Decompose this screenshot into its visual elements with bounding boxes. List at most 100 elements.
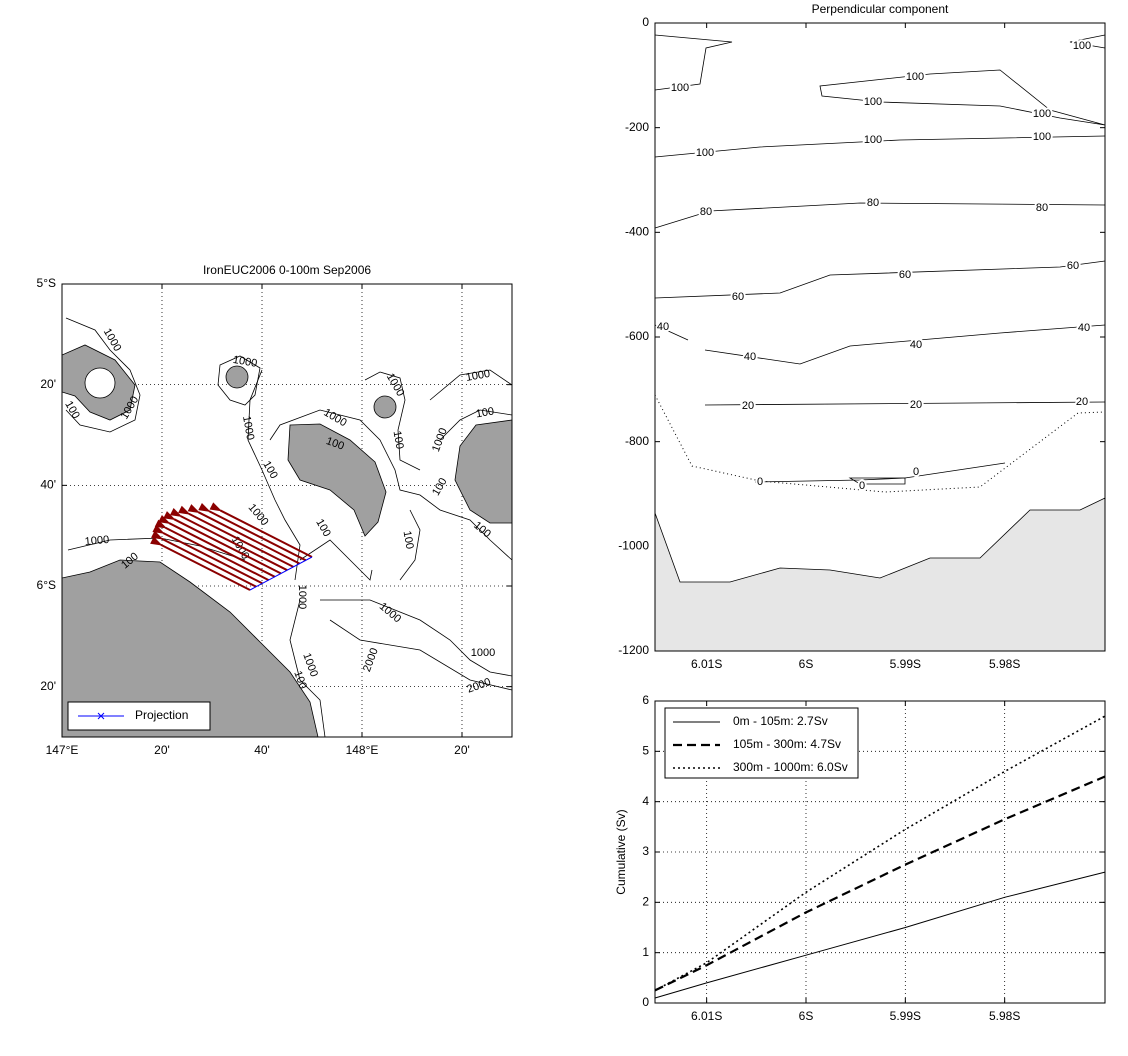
contour-label: 100 [906,71,924,83]
contour-line [65,317,141,433]
contour-label: 40 [744,351,756,363]
contour-label: 100 [324,435,345,453]
contour-label: 40 [1078,322,1090,334]
legend-label: 300m - 1000m: 6.0Sv [733,760,848,774]
y-tick-label: 6 [642,693,649,707]
contour-label: 40 [657,321,669,333]
arrow-head [178,505,191,515]
contour-line [704,401,1106,406]
contour-line [654,324,689,341]
contour-line [364,371,421,471]
contour-line [299,539,373,581]
contour-label: 100 [1033,108,1051,120]
contour-label: 0 [757,476,763,488]
legend-label: 0m - 105m: 2.7Sv [733,714,828,728]
arrow-head [187,504,201,514]
y-tick-label: 5 [642,744,649,758]
legend-marker [97,712,105,720]
x-tick-label: 147°E [46,743,79,757]
arrow-head [209,502,223,512]
y-tick-label: 4 [642,794,649,808]
contour-line [247,369,301,581]
contour-line [848,477,906,485]
arrow-head [198,503,211,513]
lake [84,367,116,399]
contour-line [654,34,733,91]
x-tick-label: 148°E [346,743,379,757]
arrow-head [151,530,164,540]
x-tick-label: 5.98S [989,657,1020,671]
contour-label: 20 [742,400,754,412]
y-tick-label: -1000 [618,539,649,553]
velocity-arrow [173,518,282,575]
land [287,423,387,537]
arrow-head [150,536,163,546]
land [62,559,319,737]
contour-label: 100 [475,405,495,420]
axes-frame [654,700,1106,1004]
velocity-arrow [208,510,307,562]
contour-line [654,135,1106,158]
contour-line [1069,34,1106,49]
y-tick-label: 2 [642,895,649,909]
velocity-arrow [161,537,257,588]
legend-box [664,707,859,779]
velocity-arrow [160,543,251,591]
velocity-arrow [180,515,288,572]
contour-line [320,599,512,677]
y-tick-label: 6°S [37,578,56,592]
axes-frame [654,22,1106,652]
x-tick-label: 5.99S [890,657,921,671]
contour-line [819,69,1106,126]
contour-line [654,202,1106,229]
contour-label: 80 [867,197,879,209]
contour-label: 1000 [84,534,109,548]
projection-line [249,556,313,591]
x-tick-label: 5.98S [989,1009,1020,1023]
chart-title: IronEUC2006 0-100m Sep2006 [203,263,371,277]
contour-label: 0 [913,466,919,478]
x-tick-label: 20' [154,743,170,757]
y-tick-label: -400 [625,225,649,239]
contour-label: 100 [291,669,309,690]
contour-line [429,369,512,401]
legend-label: Projection [135,708,188,722]
contour-line [269,409,512,561]
contour-label: 0 [859,480,865,492]
contour-label: 100 [1073,40,1091,52]
velocity-arrow [168,522,276,578]
contour-label: 1000 [471,647,495,659]
zero-line [654,394,1106,493]
contour-label: 20 [1076,396,1088,408]
land [373,395,397,419]
contour-label: 80 [700,206,712,218]
x-tick-label: 6.01S [691,1009,722,1023]
x-tick-label: 6.01S [691,657,722,671]
y-tick-label: 1 [642,945,649,959]
y-tick-label: 20' [40,679,56,693]
chart-title: Perpendicular component [812,2,949,16]
y-tick-label: 3 [642,844,649,858]
y-axis-label: Cumulative (Sv) [614,809,628,894]
velocity-arrow [219,509,313,558]
series-line [654,775,1106,992]
contour-label: 100 [391,430,406,450]
contour-label: 1000 [465,368,491,384]
contour-line [399,509,421,581]
y-tick-label: 0 [642,995,649,1009]
contour-label: 20 [910,399,922,411]
velocity-arrow [188,512,294,568]
series-line [654,871,1106,999]
contour-label: 100 [1033,131,1051,143]
velocity-arrow [162,532,263,585]
contour-line [654,260,1106,299]
land [225,365,249,389]
contour-label: 60 [1067,260,1079,272]
arrow-head [152,524,165,534]
contour-label: 100 [864,134,882,146]
legend-label: 105m - 300m: 4.7Sv [733,737,841,751]
contour-line [289,599,326,737]
contour-label: 80 [1036,202,1048,214]
contour-label: 40 [910,339,922,351]
